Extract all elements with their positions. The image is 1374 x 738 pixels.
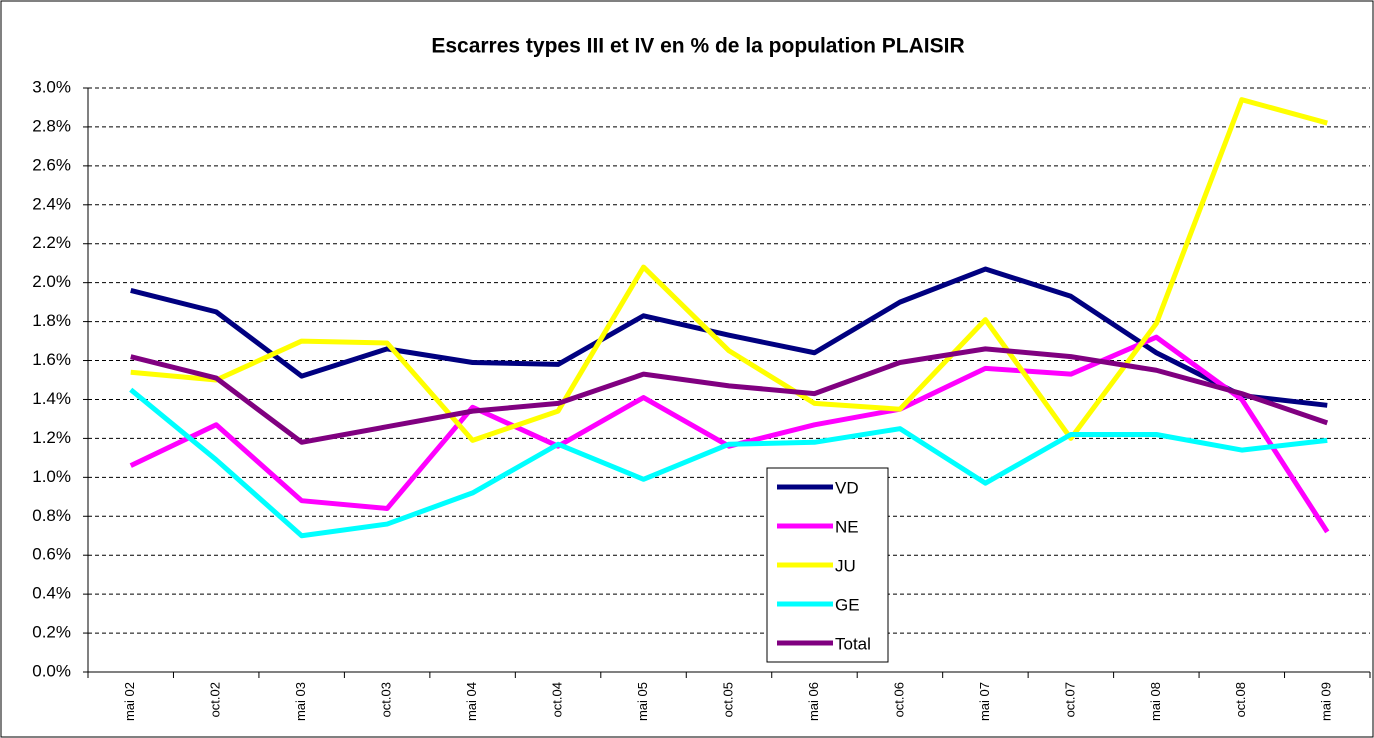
y-tick-label: 0.8%	[32, 506, 71, 525]
y-tick-label: 1.8%	[32, 311, 71, 330]
x-tick-label: oct.03	[379, 682, 394, 717]
x-tick-label: mai 04	[464, 682, 479, 721]
x-tick-label: oct.04	[550, 682, 565, 717]
y-tick-label: 1.0%	[32, 467, 71, 486]
y-tick-label: 0.6%	[32, 545, 71, 564]
x-tick-label: oct.07	[1062, 682, 1077, 717]
y-tick-label: 2.6%	[32, 155, 71, 174]
series-line	[130, 97, 1328, 443]
x-tick-label: oct.06	[891, 682, 906, 717]
y-tick-label: 1.2%	[32, 428, 71, 447]
series-line	[130, 346, 1329, 445]
y-tick-label: 0.4%	[32, 584, 71, 603]
legend-label: GE	[835, 595, 860, 614]
legend-label: VD	[835, 478, 859, 497]
y-tick-label: 3.0%	[32, 77, 71, 96]
x-tick-label: oct.08	[1233, 682, 1248, 717]
y-tick-label: 0.0%	[32, 661, 71, 680]
x-tick-label: mai 08	[1148, 682, 1163, 721]
x-tick-label: mai 02	[122, 682, 137, 721]
y-tick-label: 2.4%	[32, 194, 71, 213]
legend-label: JU	[835, 556, 856, 575]
series-line	[129, 387, 1328, 539]
x-tick-label: mai 05	[635, 682, 650, 721]
y-tick-label: 2.0%	[32, 272, 71, 291]
y-tick-label: 2.8%	[32, 116, 71, 135]
y-tick-label: 1.6%	[32, 350, 71, 369]
y-tick-label: 1.4%	[32, 389, 71, 408]
series-line	[130, 266, 1328, 408]
legend-label: NE	[835, 517, 859, 536]
legend-label: Total	[835, 634, 871, 653]
y-tick-label: 2.2%	[32, 233, 71, 252]
chart-title: Escarres types III et IV en % de la popu…	[431, 35, 964, 58]
x-tick-label: mai 07	[977, 682, 992, 721]
x-tick-label: mai 09	[1319, 682, 1334, 721]
x-tick-label: mai 06	[806, 682, 821, 721]
x-tick-label: mai 03	[293, 682, 308, 721]
x-tick-label: oct.02	[208, 682, 223, 717]
y-tick-label: 0.2%	[32, 623, 71, 642]
x-tick-label: oct.05	[720, 682, 735, 717]
